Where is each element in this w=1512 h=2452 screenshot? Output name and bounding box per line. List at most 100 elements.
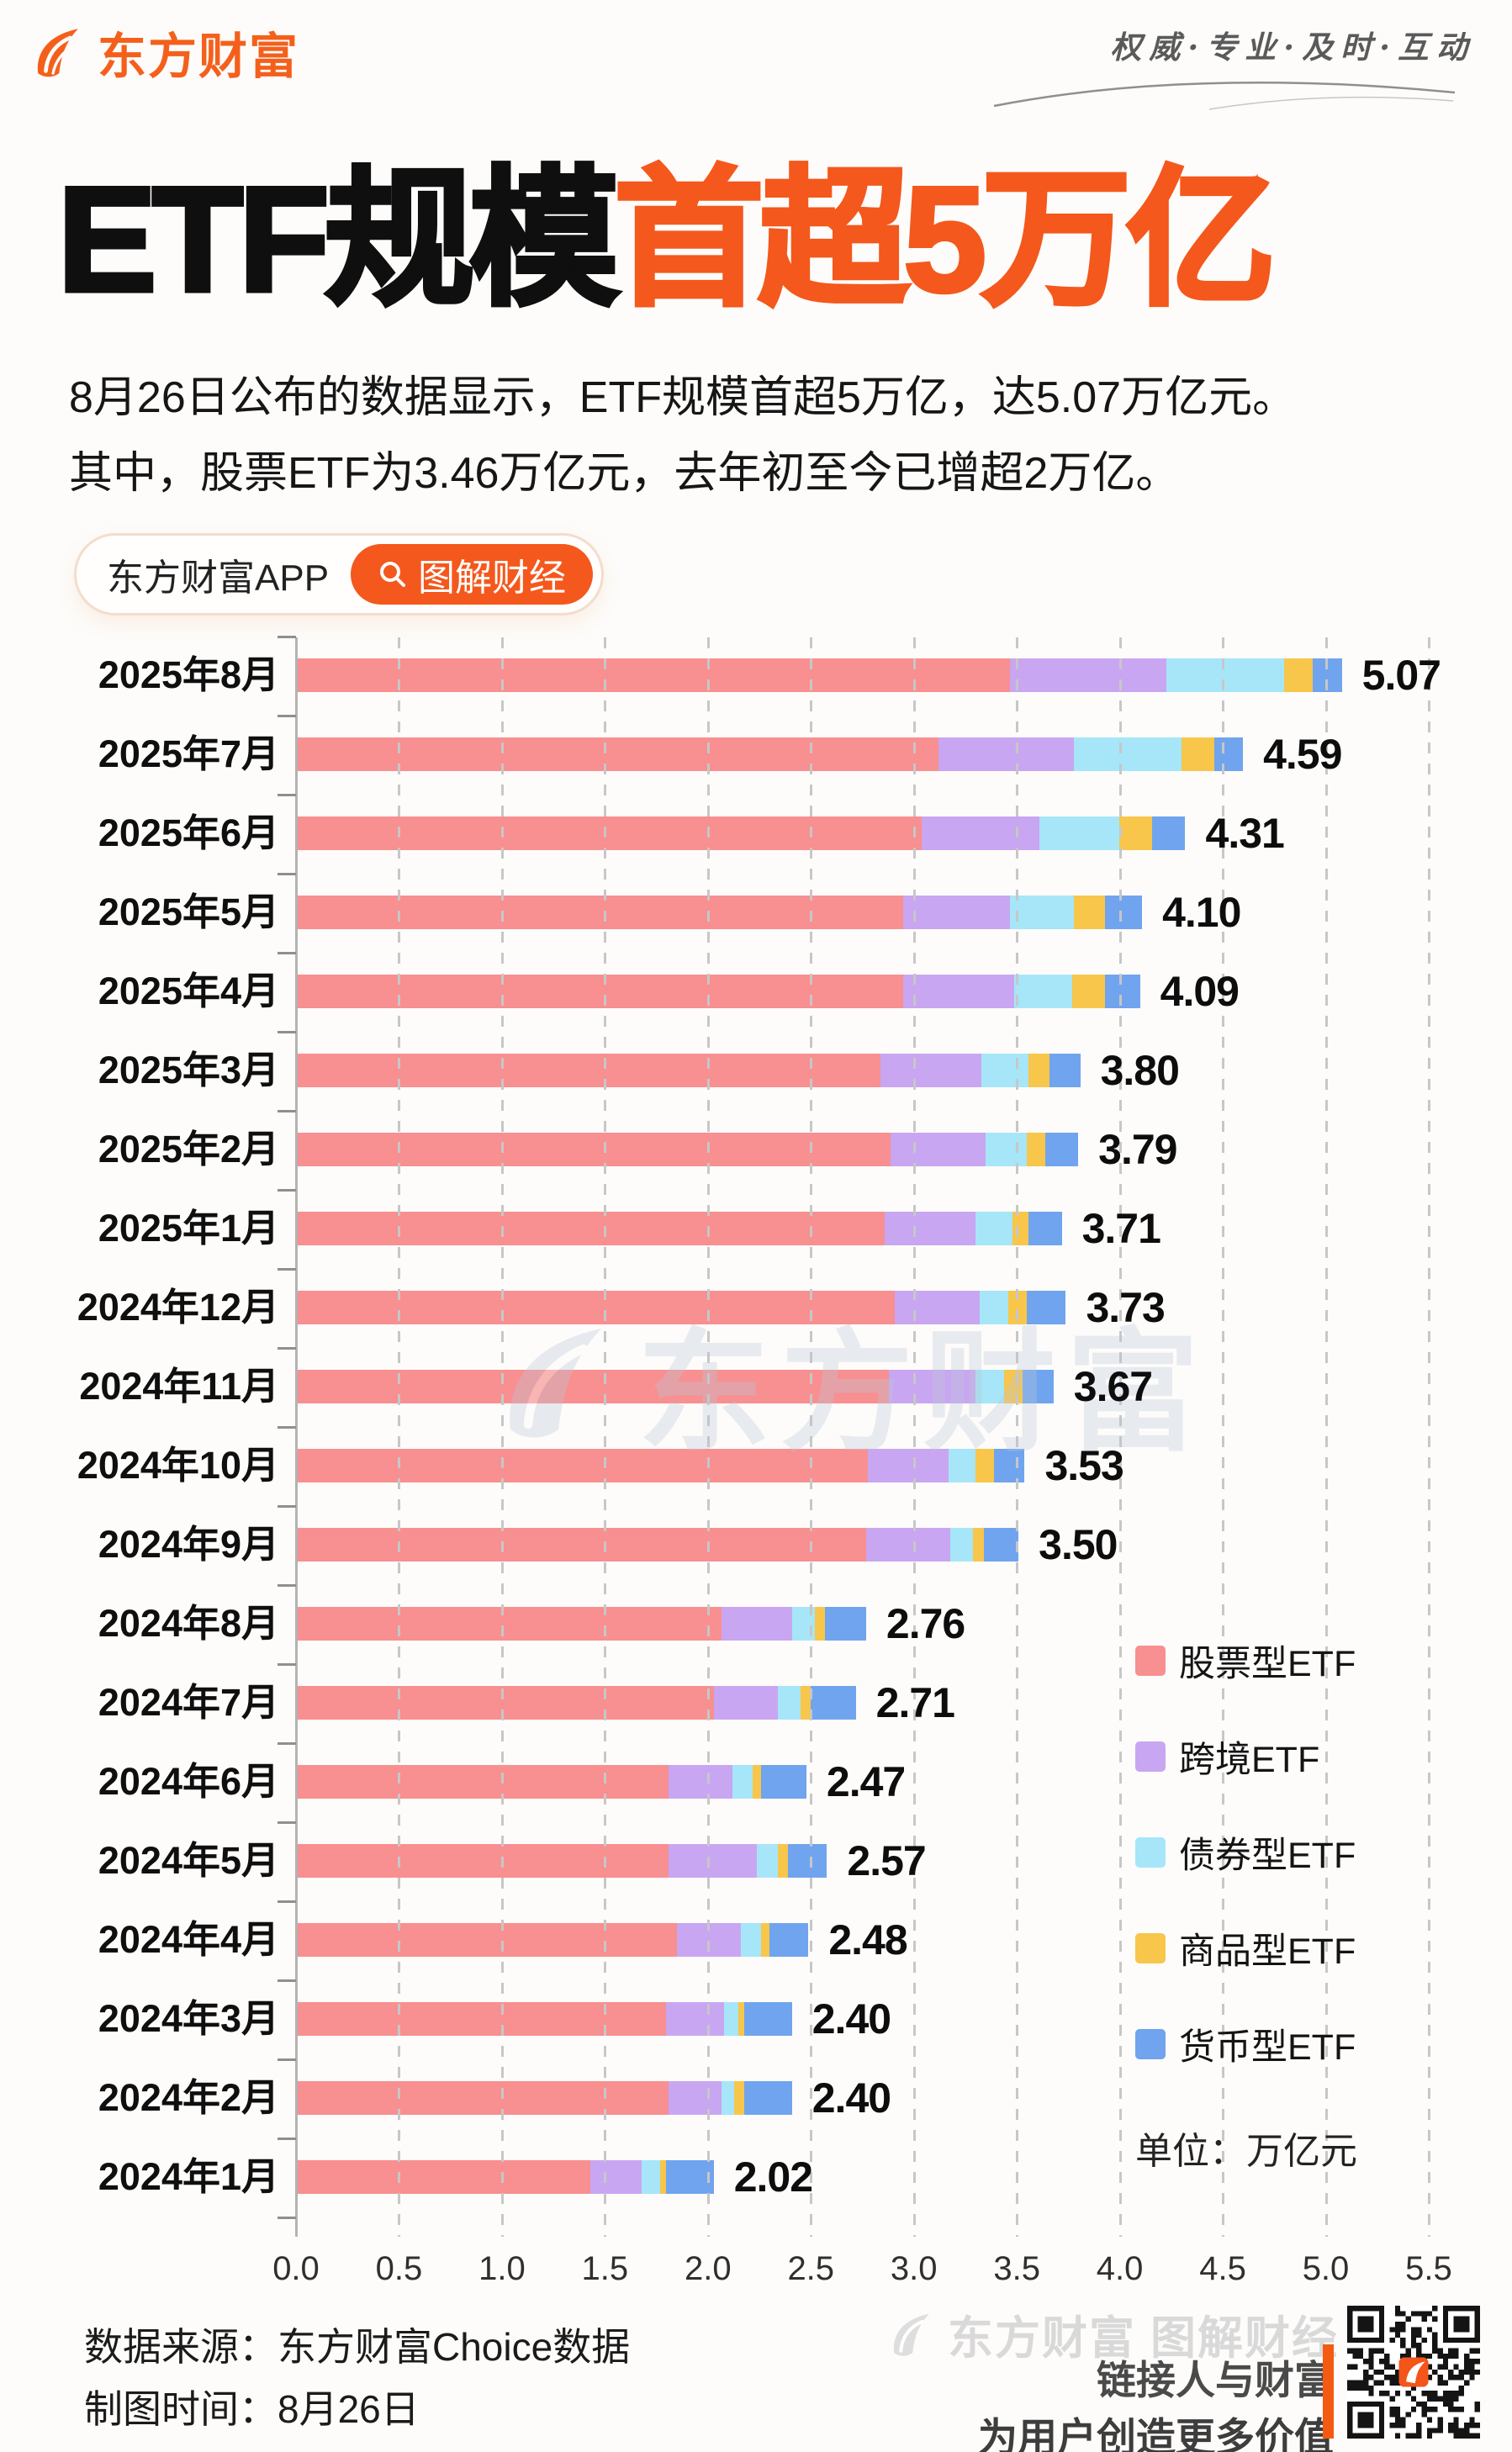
category-label: 2024年10月 xyxy=(77,1444,279,1487)
bar-segment-商品型ETF xyxy=(1003,1370,1023,1403)
bar-segment-商品型ETF xyxy=(1012,1212,1029,1245)
bar-segment-债券型ETF xyxy=(981,1054,1029,1087)
app-badge[interactable]: 东方财富APP 图解财经 xyxy=(74,533,605,616)
bar-segment-股票型ETF xyxy=(298,2081,669,2115)
x-axis-tick-label: 1.0 xyxy=(478,2250,526,2287)
category-label: 2024年4月 xyxy=(98,1918,279,1961)
qr-code xyxy=(1347,2306,1480,2439)
category-label: 2024年2月 xyxy=(98,2076,279,2119)
gridline xyxy=(398,637,401,2237)
bar-segment-债券型ETF xyxy=(1039,816,1120,850)
bar-segment-债券型ETF xyxy=(732,1765,753,1799)
bar-segment-跨境ETF xyxy=(668,1844,758,1878)
bar-segment-跨境ETF xyxy=(589,2160,642,2194)
axis-tick-mark xyxy=(278,1268,296,1271)
bar-segment-股票型ETF xyxy=(298,2002,667,2036)
date-label: 制图时间： xyxy=(84,2387,278,2431)
category-label: 2025年6月 xyxy=(98,811,279,854)
bar-value-label: 5.07 xyxy=(1361,652,1441,699)
category-label: 2024年3月 xyxy=(98,1997,279,2040)
category-label: 2024年7月 xyxy=(98,1681,279,1724)
source-line: 数据来源：东方财富Choice数据 xyxy=(84,2328,630,2366)
bar-segment-跨境ETF xyxy=(903,975,1015,1008)
bar-segment-债券型ETF xyxy=(757,1844,778,1878)
bar-segment-债券型ETF xyxy=(979,1291,1008,1324)
tag-button-label: 图解财经 xyxy=(418,558,567,599)
bar-value-label: 3.79 xyxy=(1098,1126,1177,1173)
bar-row xyxy=(298,1291,1066,1324)
bar-segment-商品型ETF xyxy=(975,1449,994,1482)
brand-slogan: 权威·专业·及时·互动 xyxy=(1110,29,1475,66)
x-axis-tick-label: 4.5 xyxy=(1199,2250,1246,2287)
bar-segment-跨境ETF xyxy=(938,737,1075,771)
axis-tick-mark xyxy=(278,1979,296,1982)
axis-tick-mark xyxy=(278,873,296,875)
gridline xyxy=(810,637,813,2237)
bar-segment-股票型ETF xyxy=(298,1607,722,1641)
footer-watermark: 东方财富 图解财经 xyxy=(887,2301,1339,2367)
intro-line-1: 8月26日公布的数据显示，ETF规模首超5万亿，达5.07万亿元。 xyxy=(69,373,1297,422)
bar-row xyxy=(298,737,1244,771)
bar-segment-跨境ETF xyxy=(922,816,1039,850)
bar-segment-债券型ETF xyxy=(740,1923,761,1957)
legend-item-货币型ETF: 货币型ETF xyxy=(1135,2018,1356,2070)
gridline xyxy=(500,637,504,2237)
bar-segment-商品型ETF xyxy=(1028,1054,1049,1087)
gridline xyxy=(706,637,710,2237)
bar-segment-股票型ETF xyxy=(298,1765,669,1799)
category-label: 2025年7月 xyxy=(98,732,279,775)
bar-segment-商品型ETF xyxy=(1119,816,1153,850)
unit-label: 单位：万亿元 xyxy=(1135,2131,1357,2172)
bar-segment-股票型ETF xyxy=(298,658,1011,692)
bar-segment-商品型ETF xyxy=(1026,1133,1045,1166)
bar-segment-股票型ETF xyxy=(298,1844,669,1878)
bar-row xyxy=(298,2002,792,2036)
bar-value-label: 3.53 xyxy=(1044,1442,1123,1489)
brand-logo: 东方财富 xyxy=(30,17,299,87)
bar-segment-跨境ETF xyxy=(722,1607,792,1641)
footer-divider-bar xyxy=(1323,2344,1334,2439)
bar-row xyxy=(298,1449,1025,1482)
x-axis-tick-label: 3.0 xyxy=(890,2250,938,2287)
axis-tick-mark xyxy=(278,715,296,717)
bar-segment-商品型ETF xyxy=(660,2160,667,2194)
category-label: 2024年5月 xyxy=(98,1839,279,1882)
legend-swatch xyxy=(1135,2029,1166,2059)
bar-value-label: 4.59 xyxy=(1263,731,1342,778)
bar-segment-商品型ETF xyxy=(738,2002,745,2036)
bar-segment-商品型ETF xyxy=(761,1923,769,1957)
axis-tick-mark xyxy=(278,1663,296,1666)
bar-segment-货币型ETF xyxy=(1028,1212,1062,1245)
bar-row xyxy=(298,975,1140,1008)
axis-tick-mark xyxy=(278,1742,296,1745)
legend-item-股票型ETF: 股票型ETF xyxy=(1135,1635,1356,1687)
bar-row xyxy=(298,1765,806,1799)
bar-segment-货币型ETF xyxy=(983,1528,1019,1562)
axis-tick-mark xyxy=(278,1031,296,1033)
bar-segment-货币型ETF xyxy=(1152,816,1186,850)
bar-segment-货币型ETF xyxy=(1213,737,1244,771)
bar-row xyxy=(298,1212,1062,1245)
axis-tick-mark xyxy=(278,1189,296,1192)
bar-segment-股票型ETF xyxy=(298,1449,869,1482)
bar-value-label: 4.31 xyxy=(1205,810,1285,857)
category-label: 2025年1月 xyxy=(98,1207,279,1250)
bar-segment-跨境ETF xyxy=(895,1291,980,1324)
bar-segment-货币型ETF xyxy=(824,1607,866,1641)
category-label: 2025年2月 xyxy=(98,1128,279,1171)
bar-segment-债券型ETF xyxy=(948,1449,975,1482)
legend-swatch xyxy=(1135,1933,1166,1963)
legend-label: 股票型ETF xyxy=(1179,1644,1356,1684)
bar-segment-股票型ETF xyxy=(298,816,923,850)
bar-segment-债券型ETF xyxy=(641,2160,660,2194)
tag-button[interactable]: 图解财经 xyxy=(351,544,594,605)
intro-line-2: 其中，股票ETF为3.46万亿元，去年初至今已增超2万亿。 xyxy=(69,449,1180,499)
bar-segment-跨境ETF xyxy=(903,896,1011,929)
bar-value-label: 4.09 xyxy=(1160,968,1240,1015)
bar-segment-股票型ETF xyxy=(298,1133,891,1166)
bar-segment-债券型ETF xyxy=(985,1133,1027,1166)
bar-segment-跨境ETF xyxy=(666,2002,724,2036)
bar-value-label: 2.48 xyxy=(828,1916,907,1963)
footer-slogan-1: 链接人与财富 xyxy=(1097,2358,1334,2402)
bar-segment-货币型ETF xyxy=(744,2081,792,2115)
